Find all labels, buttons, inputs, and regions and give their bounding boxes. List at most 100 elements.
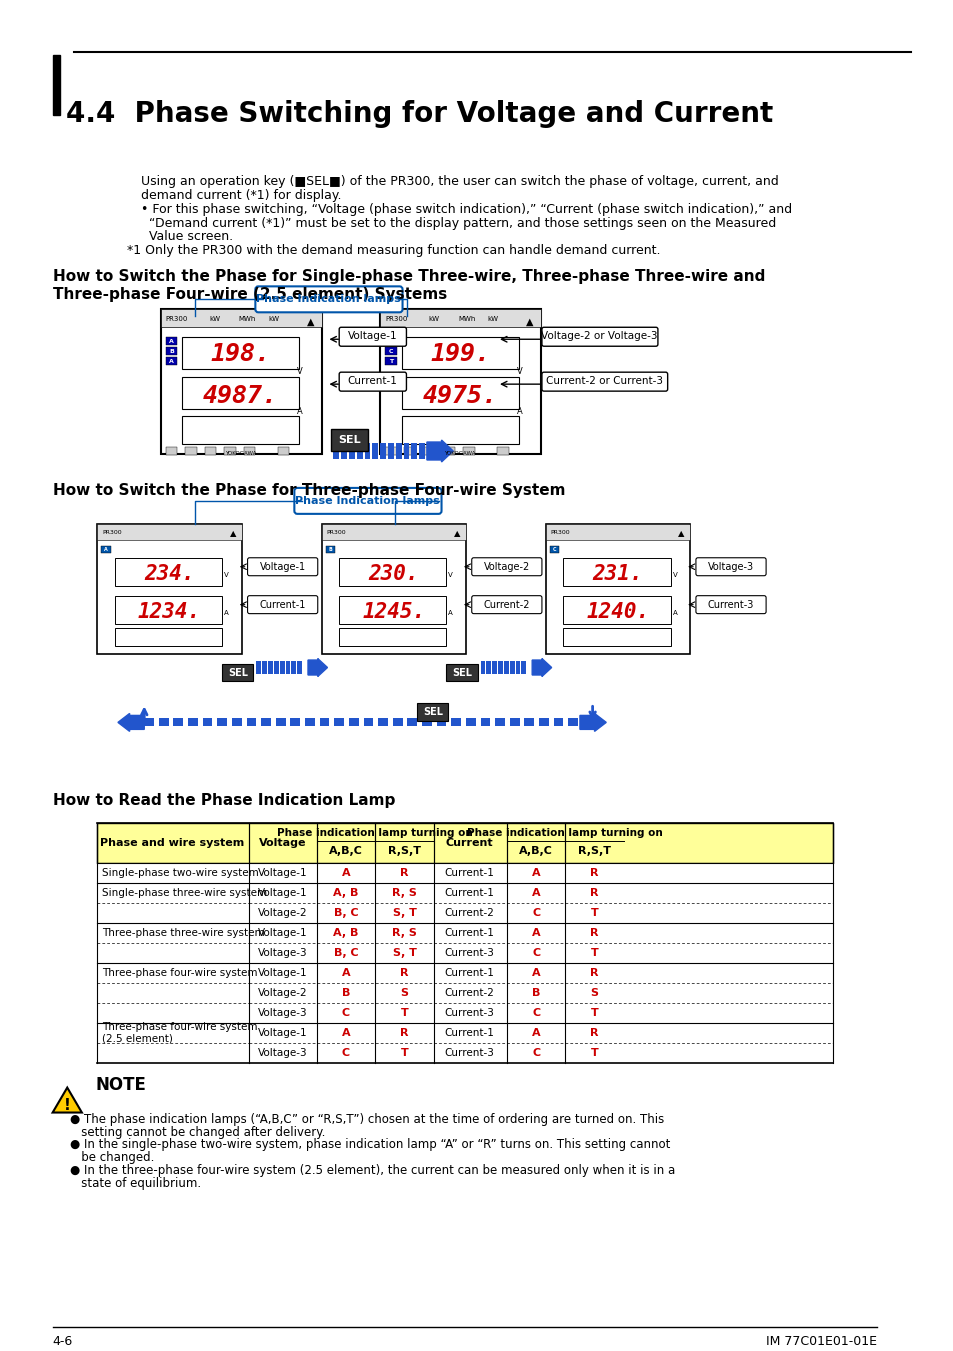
Text: R: R: [590, 1028, 598, 1038]
Text: R: R: [590, 967, 598, 978]
Text: Voltage-3: Voltage-3: [707, 562, 753, 571]
Text: Current-1: Current-1: [444, 888, 495, 898]
Text: Current-1: Current-1: [444, 928, 495, 938]
Bar: [205, 447, 216, 455]
Bar: [188, 719, 197, 727]
Bar: [285, 661, 290, 674]
Text: A: A: [224, 609, 229, 616]
Text: Voltage-2: Voltage-2: [257, 908, 307, 917]
Text: B, C: B, C: [334, 948, 358, 958]
Text: be changed.: be changed.: [71, 1151, 154, 1165]
Text: A: A: [297, 407, 303, 416]
Text: SEL: SEL: [338, 435, 361, 444]
FancyArrow shape: [579, 713, 605, 731]
Bar: [97, 1002, 833, 1023]
Bar: [290, 719, 300, 727]
Text: PR300: PR300: [385, 316, 407, 323]
Text: Current-1: Current-1: [259, 600, 306, 609]
Bar: [97, 1043, 833, 1063]
Bar: [418, 443, 424, 459]
Text: Voltage-2: Voltage-2: [483, 562, 530, 571]
Bar: [401, 338, 518, 369]
Bar: [421, 719, 432, 727]
Text: Phase indication lamp turning on: Phase indication lamp turning on: [467, 828, 662, 838]
Bar: [515, 661, 520, 674]
Text: ▲: ▲: [230, 530, 236, 538]
Text: C: C: [553, 547, 556, 551]
Text: R: R: [400, 967, 408, 978]
Text: ▲: ▲: [678, 530, 684, 538]
Bar: [563, 596, 670, 624]
Text: T: T: [590, 948, 598, 958]
Text: Voltage-1: Voltage-1: [259, 562, 305, 571]
Bar: [339, 596, 446, 624]
Text: T: T: [400, 1008, 408, 1017]
Text: ● In the single-phase two-wire system, phase indication lamp “A” or “R” turns on: ● In the single-phase two-wire system, p…: [71, 1139, 670, 1151]
Bar: [451, 719, 460, 727]
Bar: [356, 443, 362, 459]
Bar: [462, 447, 475, 455]
Bar: [256, 661, 261, 674]
Bar: [379, 309, 540, 454]
Bar: [524, 719, 534, 727]
Bar: [185, 447, 196, 455]
Bar: [325, 546, 335, 553]
Text: 231.: 231.: [592, 563, 642, 584]
Bar: [364, 443, 370, 459]
Bar: [97, 524, 241, 654]
Bar: [321, 524, 465, 654]
Bar: [407, 719, 416, 727]
Text: A: A: [531, 869, 539, 878]
Bar: [436, 719, 446, 727]
Bar: [279, 661, 284, 674]
Text: Current-1: Current-1: [444, 967, 495, 978]
Text: MWh: MWh: [457, 316, 475, 323]
Text: Voltage-3: Voltage-3: [257, 1008, 307, 1017]
Text: 4975.: 4975.: [422, 384, 497, 408]
Text: SEL: SEL: [422, 708, 442, 717]
Text: Value screen.: Value screen.: [141, 231, 233, 243]
FancyArrow shape: [118, 713, 144, 731]
Text: kW: kW: [429, 316, 439, 323]
Text: Current-1: Current-1: [444, 869, 495, 878]
Bar: [423, 447, 436, 455]
Bar: [173, 719, 183, 727]
Bar: [492, 661, 497, 674]
Text: V: V: [297, 367, 303, 376]
Text: “Demand current (*1)” must be set to the display pattern, and those settings see: “Demand current (*1)” must be set to the…: [141, 216, 776, 230]
Text: V: V: [672, 571, 677, 578]
Text: S, T: S, T: [392, 948, 416, 958]
Bar: [379, 309, 540, 327]
Text: Single-phase two-wire system: Single-phase two-wire system: [102, 869, 259, 878]
Text: R: R: [400, 869, 408, 878]
Text: kW: kW: [268, 316, 278, 323]
Text: PR300: PR300: [166, 316, 188, 323]
Bar: [403, 443, 409, 459]
Text: Voltage-2: Voltage-2: [257, 988, 307, 998]
Text: MWh: MWh: [238, 316, 256, 323]
FancyArrow shape: [308, 658, 327, 677]
Text: Current-3: Current-3: [444, 948, 495, 958]
Text: T: T: [590, 1047, 598, 1058]
Bar: [446, 663, 477, 681]
Bar: [161, 309, 321, 454]
Text: B: B: [388, 339, 393, 343]
Bar: [166, 347, 177, 355]
Bar: [521, 661, 526, 674]
Text: Voltage-1: Voltage-1: [257, 1028, 307, 1038]
Bar: [97, 982, 833, 1002]
Bar: [503, 661, 508, 674]
Bar: [385, 447, 396, 455]
Bar: [115, 558, 222, 586]
Bar: [404, 447, 416, 455]
Text: 4-6: 4-6: [52, 1335, 72, 1348]
Text: Current-2: Current-2: [444, 988, 495, 998]
Bar: [291, 661, 296, 674]
Bar: [101, 546, 111, 553]
Bar: [161, 309, 321, 327]
Bar: [363, 719, 373, 727]
Text: 4.4  Phase Switching for Voltage and Current: 4.4 Phase Switching for Voltage and Curr…: [66, 100, 773, 128]
Text: V: V: [224, 571, 229, 578]
Text: T: T: [590, 908, 598, 917]
Text: kW: kW: [487, 316, 497, 323]
